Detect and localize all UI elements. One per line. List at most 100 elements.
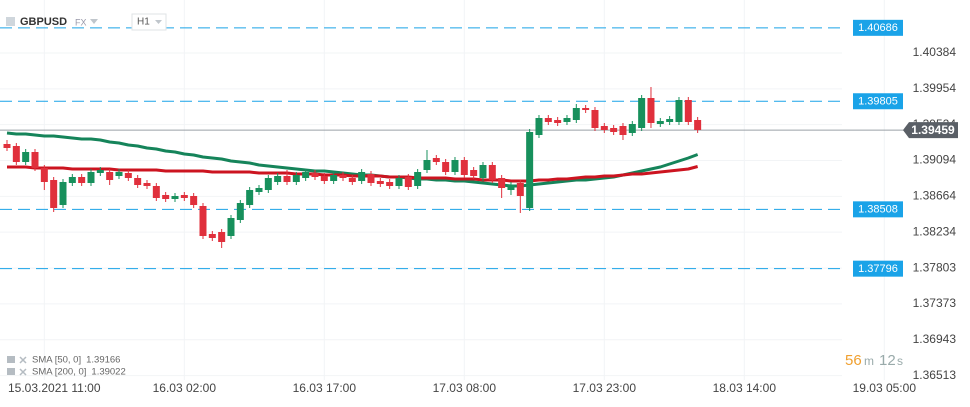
labels: 1.403841.399541.395241.390941.386641.382…	[8, 19, 958, 395]
candle-body	[218, 232, 226, 242]
level-label-box	[853, 19, 903, 36]
legend-name: SMA [200, 0]	[32, 367, 86, 378]
candle-body	[152, 186, 160, 198]
candle-body	[124, 173, 132, 178]
candle-body	[59, 182, 67, 205]
candle-body	[330, 175, 338, 181]
candle-body	[628, 124, 636, 133]
level-label: 1.38508	[858, 204, 898, 216]
legend-value: 1.39166	[86, 355, 120, 366]
candle-body	[171, 196, 179, 199]
candle-body	[582, 108, 590, 110]
candle-body	[479, 165, 487, 178]
candle-body	[554, 120, 562, 123]
candle-body	[404, 177, 412, 187]
header: GBPUSD FX H1	[6, 13, 167, 31]
candle-body	[460, 160, 468, 175]
candle-body	[12, 146, 20, 162]
symbol-icon	[6, 17, 15, 26]
candle-body	[264, 178, 272, 190]
candle-body	[386, 182, 394, 186]
candle-body	[50, 180, 58, 208]
candle-body	[199, 206, 207, 236]
y-tick-label: 1.37373	[913, 296, 957, 310]
candle-body	[190, 196, 198, 205]
candle-body	[572, 108, 580, 120]
candle-body	[87, 172, 95, 183]
candle-body	[442, 162, 450, 172]
candle-body	[283, 176, 291, 182]
candle-body	[656, 121, 664, 124]
candle-body	[208, 234, 216, 238]
x-tick-label: 18.03 14:00	[713, 381, 777, 395]
y-tick-label: 1.38234	[913, 224, 957, 238]
levels	[0, 27, 905, 270]
candle-body	[507, 185, 515, 190]
x-tick-label: 19.03 05:00	[853, 381, 917, 395]
timeframe: H1	[137, 17, 150, 28]
countdown-unit: m	[864, 354, 874, 368]
x-tick-label: 15.03.2021 11:00	[8, 381, 101, 395]
sma-line	[6, 131, 699, 188]
level-label-box	[853, 201, 903, 218]
candle-body	[516, 183, 524, 196]
candle-body	[180, 195, 188, 198]
dropdown-arrow[interactable]	[90, 19, 98, 24]
candle-body	[470, 170, 478, 176]
candle-body	[414, 172, 422, 186]
candle-body	[591, 110, 599, 128]
candle-body	[348, 178, 356, 182]
market: FX	[75, 17, 87, 27]
candle-body	[498, 178, 506, 188]
level-label: 1.37796	[858, 263, 898, 275]
candle-body	[638, 98, 646, 128]
x-tick-label: 17.03 23:00	[573, 381, 637, 395]
x-tick-label: 17.03 08:00	[433, 381, 497, 395]
candle-body	[339, 175, 347, 178]
x-tick-label: 16.03 02:00	[153, 381, 217, 395]
candle-body	[78, 177, 86, 183]
level-label-box	[853, 260, 903, 277]
countdown-seconds: 12	[879, 352, 896, 369]
candle-body	[694, 120, 702, 130]
y-tick-label: 1.38664	[913, 189, 957, 203]
candle-body	[320, 176, 328, 181]
candle-body	[292, 175, 300, 182]
candle-body	[162, 195, 170, 199]
symbol: GBPUSD	[20, 16, 67, 28]
candle-body	[526, 132, 534, 208]
candle-body	[451, 160, 459, 172]
candle-body	[134, 178, 142, 185]
candle-body	[535, 118, 543, 135]
candle-body	[619, 126, 627, 135]
y-tick-label: 1.39954	[913, 81, 957, 95]
candle-body	[544, 118, 552, 122]
candle-body	[106, 172, 114, 180]
candle-body	[246, 190, 254, 205]
last-price-label: 1.39459	[911, 123, 955, 137]
legend-name: SMA [50, 0]	[32, 355, 81, 366]
candle-body	[647, 98, 655, 123]
candle-body	[311, 173, 319, 177]
candle-body	[563, 118, 571, 122]
candle-body	[236, 203, 244, 220]
y-tick-label: 1.39094	[913, 153, 957, 167]
candle-body	[40, 168, 48, 182]
countdown-minutes: 56	[845, 352, 862, 369]
candle-body	[22, 152, 30, 162]
y-tick-label: 1.37803	[913, 260, 957, 274]
candle-body	[367, 174, 375, 183]
candle-body	[255, 188, 263, 192]
candle-body	[358, 172, 366, 181]
candle-body	[395, 178, 403, 186]
candle-body	[115, 172, 123, 176]
timeframe-box[interactable]	[131, 13, 167, 31]
candle-body	[432, 158, 440, 162]
candle-body	[31, 152, 39, 168]
candle-body	[302, 172, 310, 178]
dropdown-arrow	[155, 20, 162, 24]
candle-body	[376, 181, 384, 184]
candle-body	[610, 128, 618, 132]
candle-body	[3, 144, 11, 148]
